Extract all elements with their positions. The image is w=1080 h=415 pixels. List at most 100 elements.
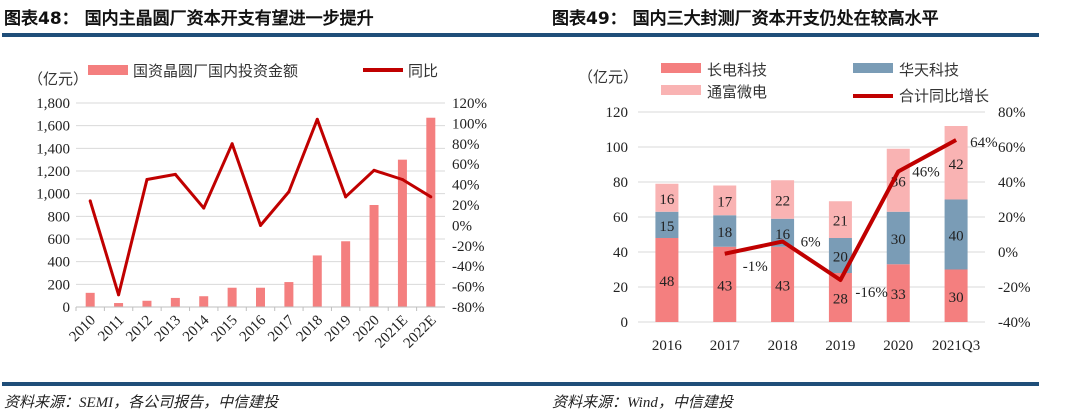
yoy-label: -1% [743, 259, 768, 275]
left-y-tick: 80 [613, 175, 628, 191]
bar-2012 [142, 300, 152, 307]
yoy-line [88, 117, 432, 297]
right-chart-title: 图表49： 国内三大封测厂资本开支仍处在较高水平 [552, 8, 939, 29]
yoy-point-2014 [202, 206, 206, 210]
left-y-tick: 1,400 [36, 141, 70, 157]
left-y-tick: 100 [606, 140, 629, 156]
right-y-tick: 80% [998, 105, 1026, 121]
bottom-rule [2, 382, 1039, 386]
bar-segment-长电科技-2021Q3 [944, 269, 968, 322]
legend-label: 国资晶圆厂国内投资金额 [133, 63, 298, 80]
yoy-point-2022E [429, 195, 433, 199]
data-label: 18 [717, 225, 732, 241]
bar-segment-华天科技-2019 [828, 238, 852, 273]
data-label: 28 [833, 292, 848, 308]
yoy-point-2013 [173, 172, 177, 176]
left-y-tick: 60 [613, 210, 628, 226]
legend-swatch [853, 63, 893, 73]
yoy-point-2019 [344, 195, 348, 199]
bar-segment-长电科技-2016 [655, 238, 679, 322]
left-y-tick: 1,000 [36, 187, 70, 203]
yoy-label: 6% [801, 235, 821, 251]
data-label: 48 [659, 274, 674, 290]
right-y-tick: 40% [998, 175, 1026, 191]
bar-segment-通富微电-2020 [886, 148, 910, 212]
data-label: 20 [833, 250, 848, 266]
total-yoy-line [724, 138, 958, 282]
x-tick-label: 2017 [710, 338, 741, 354]
x-tick-label: 2012 [123, 313, 156, 346]
bar-2022E [426, 117, 436, 307]
bar-2010 [85, 292, 95, 307]
x-tick-label: 2019 [322, 313, 355, 346]
right-y-tick: 80% [452, 137, 480, 153]
legend-label: 合计同比增长 [899, 88, 989, 105]
left-y-tick: 0 [621, 315, 629, 331]
unit-label: （亿元） [578, 69, 638, 86]
left-y-tick: 40 [613, 245, 628, 261]
yoy-label: 64% [970, 135, 998, 151]
bar-2016 [256, 287, 265, 307]
x-tick-label: 2019 [825, 338, 855, 354]
right-y-tick: 0% [998, 245, 1018, 261]
yoy-label: 46% [912, 165, 940, 181]
yoy-point-2016 [259, 223, 262, 227]
left-y-tick: 1,600 [36, 119, 70, 135]
bar-segment-通富微电-2018 [771, 180, 795, 219]
data-label: 30 [949, 290, 964, 306]
yoy-point-2015 [230, 142, 234, 146]
data-label: 43 [775, 278, 790, 294]
right-y-tick: 100% [452, 116, 487, 132]
x-tick-label: 2013 [152, 313, 185, 346]
x-tick-label: 2016 [652, 338, 683, 354]
x-tick-label: 2021Q3 [932, 338, 980, 354]
data-label: 17 [717, 194, 733, 210]
left-y-tick: 200 [48, 277, 71, 293]
left-y-tick: 0 [63, 300, 71, 316]
bar-segment-长电科技-2017 [713, 246, 737, 322]
bar-2017 [284, 282, 294, 307]
data-label: 22 [775, 194, 790, 210]
right-y-tick: -80% [452, 300, 485, 316]
bar-2013 [170, 297, 180, 307]
right-y-tick: -20% [998, 280, 1031, 296]
x-tick-label: 2018 [294, 313, 327, 346]
bar-segment-长电科技-2019 [828, 273, 852, 322]
data-label: 21 [833, 214, 848, 230]
data-label: 16 [659, 192, 675, 208]
legend-swatch [661, 63, 701, 73]
bar-segment-华天科技-2018 [771, 218, 795, 247]
left-y-tick: 1,200 [36, 164, 70, 180]
data-label: 42 [949, 157, 964, 173]
left-y-tick: 400 [48, 255, 71, 271]
top-rule [2, 33, 1039, 37]
x-tick-label: 2014 [180, 312, 213, 345]
right-y-tick: -40% [998, 315, 1031, 331]
yoy-point-2017 [287, 190, 291, 194]
bar-segment-长电科技-2018 [771, 246, 795, 322]
bar-2014 [199, 296, 209, 307]
bar-segment-华天科技-2017 [713, 215, 737, 247]
bar-segment-华天科技-2016 [655, 211, 679, 238]
data-label: 33 [891, 287, 906, 303]
bar-2015 [227, 287, 237, 307]
x-tick-label: 2018 [768, 338, 798, 354]
right-y-tick: 40% [452, 178, 480, 194]
data-label: 16 [775, 227, 791, 243]
left-chart: 0 200 400 600 800 1,000 1,200 1,400 1,600 1,800 -8… [28, 63, 487, 352]
left-chart-title: 图表48： 国内主晶圆厂资本开支有望进一步提升 [4, 8, 374, 29]
legend-label: 同比 [408, 63, 438, 80]
unit-label: （亿元） [28, 71, 88, 88]
x-tick-label: 2022E [401, 313, 440, 352]
left-source: 资料来源：SEMI，各公司报告，中信建投 [4, 394, 280, 411]
right-y-tick: 0% [452, 218, 472, 234]
left-y-tick: 20 [613, 280, 628, 296]
bar-2020 [369, 205, 379, 307]
yoy-point-2020 [372, 168, 376, 172]
data-label: 30 [891, 232, 906, 248]
data-label: 15 [659, 219, 674, 235]
left-y-tick: 1,800 [36, 96, 70, 112]
right-y-tick: 20% [998, 210, 1026, 226]
